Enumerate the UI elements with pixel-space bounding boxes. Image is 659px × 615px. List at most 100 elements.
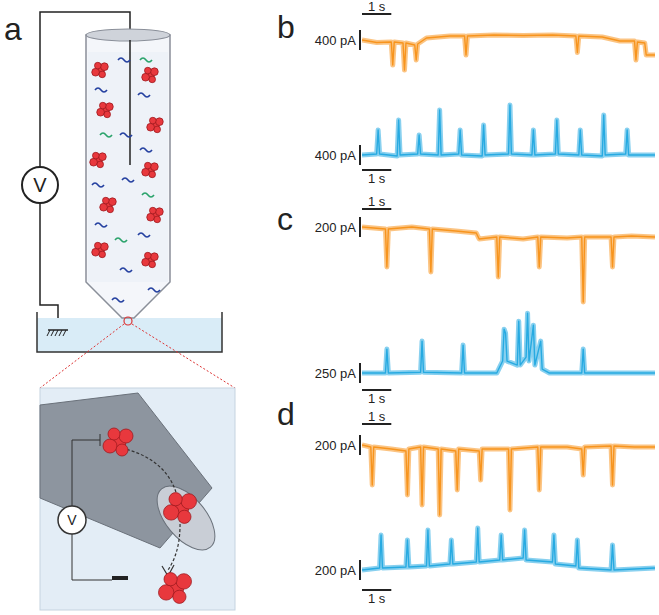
protein-part <box>147 213 155 221</box>
protein-part <box>173 590 186 603</box>
trace-band <box>362 528 655 570</box>
schematic: aVV <box>4 11 235 610</box>
panel-label: d <box>277 396 295 432</box>
trace-data <box>362 35 655 70</box>
zoom-line <box>40 324 124 388</box>
protein-part <box>104 111 111 118</box>
protein-part <box>95 242 102 249</box>
protein-part <box>95 62 102 69</box>
voltmeter <box>22 167 58 203</box>
trace-band <box>362 35 655 70</box>
protein-part <box>101 63 109 71</box>
protein <box>147 117 163 132</box>
protein <box>100 197 117 212</box>
trace <box>362 313 655 373</box>
protein <box>92 242 109 257</box>
protein-part <box>142 168 150 176</box>
protein <box>103 428 133 456</box>
trace-data <box>362 445 655 515</box>
molecule <box>138 233 150 237</box>
scale-bar-label: 400 pA <box>315 33 357 48</box>
protein-part <box>154 216 161 223</box>
voltmeter-label: V <box>33 174 47 196</box>
protein-part <box>156 118 164 126</box>
trace <box>362 35 655 70</box>
protein <box>92 62 109 77</box>
protein <box>142 162 158 177</box>
pipette-top <box>86 29 170 41</box>
scale-bar-y <box>359 217 361 237</box>
protein-part <box>119 429 133 443</box>
trace-band <box>362 313 655 373</box>
molecule <box>95 223 107 227</box>
protein-part <box>176 574 191 589</box>
wire <box>72 534 112 580</box>
trace-band <box>362 105 655 156</box>
protein-part <box>92 248 100 256</box>
protein-part <box>116 444 128 456</box>
inset <box>40 388 235 610</box>
protein-part <box>92 68 100 76</box>
protein-part <box>99 153 107 161</box>
protein-part <box>149 76 156 83</box>
molecule <box>140 148 152 152</box>
figure: aVVbcd400 pA1 s400 pA1 s200 pA1 s250 pA1… <box>0 0 659 615</box>
protein <box>147 207 163 222</box>
wire <box>40 203 58 330</box>
protein-part <box>97 161 104 168</box>
scale-bar-y <box>359 435 361 455</box>
protein-part <box>150 117 157 124</box>
ground <box>63 330 66 336</box>
scale-bar-y <box>359 145 361 165</box>
trace-data <box>362 313 655 373</box>
molecule <box>118 58 130 62</box>
trace-panel: 200 pA1 s <box>315 528 655 606</box>
trace <box>362 105 655 156</box>
scale-bar-label: 200 pA <box>315 563 357 578</box>
pipette-solution <box>88 52 168 282</box>
protein-part <box>101 243 109 251</box>
protein <box>159 573 192 604</box>
molecule <box>122 178 134 182</box>
scale-bar-label: 1 s <box>368 0 386 14</box>
trace <box>362 445 655 515</box>
protein <box>164 493 197 524</box>
ground <box>59 330 62 336</box>
protein-part <box>150 207 157 214</box>
electrode <box>112 576 128 580</box>
trace-panel: 200 pA1 s <box>315 194 655 302</box>
protein-part <box>164 505 179 520</box>
protein-part <box>154 126 161 133</box>
ground <box>100 434 101 446</box>
protein-part <box>164 573 177 586</box>
protein-part <box>156 208 164 216</box>
scale-bar-label: 400 pA <box>315 148 357 163</box>
protein-part <box>142 73 150 81</box>
path-arrow <box>122 448 180 570</box>
protein-part <box>90 158 98 166</box>
voltmeter-label: V <box>67 512 77 528</box>
trace-data <box>362 227 655 302</box>
protein <box>97 102 114 117</box>
molecule <box>120 268 132 272</box>
protein-part <box>93 152 100 159</box>
protein-part <box>99 251 106 258</box>
panel-label: b <box>277 9 295 45</box>
protein-part <box>159 585 174 600</box>
protein-part <box>108 428 120 440</box>
molecule <box>95 88 107 92</box>
scale-bar-label: 250 pA <box>315 366 357 381</box>
voltmeter <box>58 506 86 534</box>
molecule <box>138 93 150 97</box>
protein-part <box>145 67 152 74</box>
protein-part <box>145 252 152 259</box>
trace-panel: 400 pA1 s <box>315 105 655 186</box>
trace-panel: 200 pA1 s <box>315 409 655 515</box>
molecule <box>120 133 132 137</box>
protein-part <box>100 203 108 211</box>
protein <box>90 152 107 167</box>
trace-band <box>362 445 655 515</box>
protein-part <box>151 68 159 76</box>
protein-part <box>145 162 152 169</box>
zoom-line <box>132 324 235 388</box>
